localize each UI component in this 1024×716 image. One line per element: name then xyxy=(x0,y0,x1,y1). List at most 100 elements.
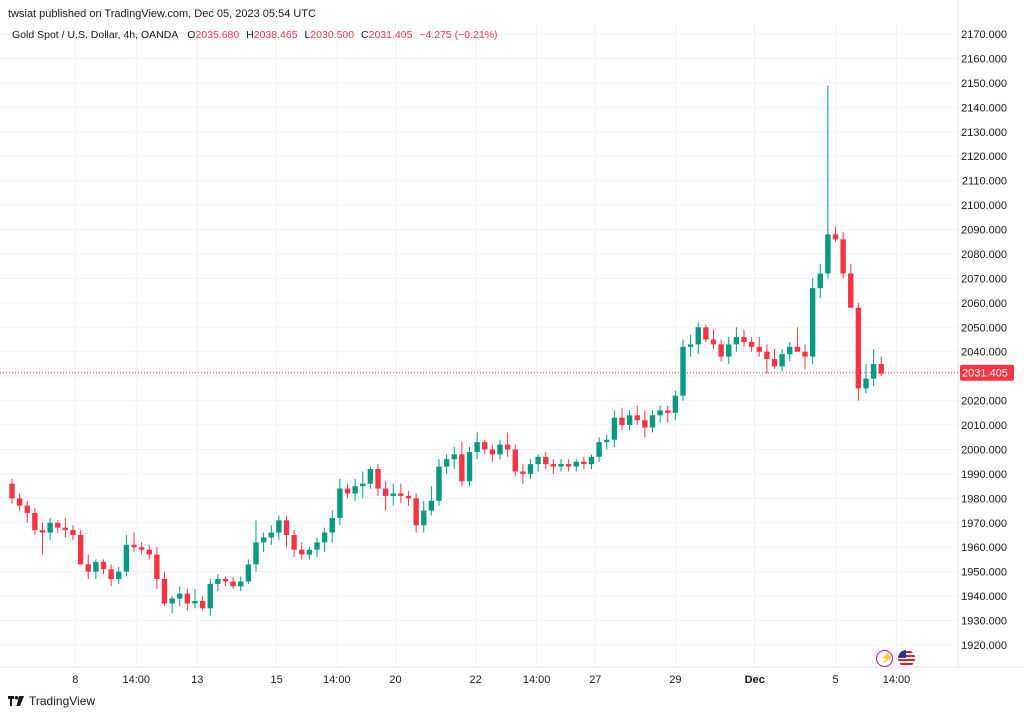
candle-body xyxy=(161,579,168,604)
candle-body xyxy=(360,483,366,487)
candle-body xyxy=(215,579,221,584)
candle-body xyxy=(794,346,801,352)
time-tick-label: Dec xyxy=(745,674,765,686)
candle-body xyxy=(657,410,663,416)
candle-body xyxy=(817,273,823,289)
candle-body xyxy=(474,442,480,452)
candle-body xyxy=(367,469,374,484)
price-tick-label: 1920.000 xyxy=(961,640,1007,652)
time-axis[interactable]: 8 14:00 13 15 14:00 20 22 14:00 27 29 Dec 5 14:00 xyxy=(72,674,910,686)
candle-body xyxy=(718,344,724,357)
candle-body xyxy=(207,583,213,609)
candle-body xyxy=(748,341,755,347)
candle-body xyxy=(733,337,740,345)
candle-body xyxy=(855,307,862,389)
candle-body xyxy=(291,535,297,550)
candle-body xyxy=(512,449,518,472)
candle-body xyxy=(55,522,61,528)
candle-body xyxy=(253,542,259,565)
candle-body xyxy=(306,549,313,555)
price-tick-label: 2020.000 xyxy=(961,396,1007,408)
price-tick-label: 2130.000 xyxy=(961,127,1007,139)
candle-body xyxy=(146,549,152,555)
candle-body xyxy=(489,449,496,455)
price-tick-label: 1980.000 xyxy=(961,493,1007,505)
footer-brand: TradingView xyxy=(29,694,96,708)
candle-body xyxy=(85,564,91,572)
us-flag-icon[interactable] xyxy=(898,650,915,667)
price-tick-label: 2090.000 xyxy=(961,225,1007,237)
candle-body xyxy=(863,378,869,389)
candle-body xyxy=(260,537,267,543)
candle-body xyxy=(32,513,38,531)
candle-body xyxy=(649,415,656,428)
candle-body xyxy=(764,351,770,360)
candle-body xyxy=(382,488,389,496)
candle-body xyxy=(848,273,854,308)
candle-body xyxy=(123,544,130,572)
last-price-badge xyxy=(960,364,1014,381)
time-tick-label: 8 xyxy=(72,674,78,686)
time-tick-label: 20 xyxy=(389,674,401,686)
candle-body xyxy=(428,500,435,511)
candle-body xyxy=(100,561,107,570)
price-tick-label: 1990.000 xyxy=(961,469,1007,481)
symbol-legend: Gold Spot / U.S. Dollar, 4h, OANDA O2035… xyxy=(12,29,502,41)
candle-body xyxy=(741,337,747,342)
candle-body xyxy=(870,363,877,379)
tradingview-logo-icon xyxy=(8,696,24,706)
candle-body xyxy=(222,579,229,582)
candle-body xyxy=(314,542,320,550)
tradingview-footer[interactable]: TradingView xyxy=(8,694,95,708)
candle-body xyxy=(642,420,648,428)
candle-body xyxy=(779,354,785,367)
candle-body xyxy=(443,459,450,467)
lightning-icon[interactable]: ⚡ xyxy=(876,650,894,667)
price-tick-label: 2070.000 xyxy=(961,273,1007,285)
candle-body xyxy=(703,327,709,340)
candle-body xyxy=(24,505,30,514)
price-tick-label: 1950.000 xyxy=(961,567,1007,579)
candle-body xyxy=(398,493,404,496)
candle-body xyxy=(634,415,640,421)
candle-body xyxy=(329,517,335,533)
price-axis[interactable]: 1920.000 1930.000 1940.000 1950.000 1960.000… xyxy=(960,29,1014,652)
candle-body xyxy=(421,510,427,526)
candle-body xyxy=(321,532,328,543)
candle-body xyxy=(299,549,305,555)
candle-body xyxy=(596,442,602,457)
high-value: 2038.465 xyxy=(253,29,298,41)
candle-body xyxy=(840,239,846,274)
candle-body xyxy=(375,469,381,489)
time-tick-label: 5 xyxy=(832,674,838,686)
price-tick-label: 2100.000 xyxy=(961,200,1007,212)
candle-body xyxy=(573,461,579,467)
price-tick-label: 2080.000 xyxy=(961,249,1007,261)
price-tick-label: 2050.000 xyxy=(961,322,1007,334)
candle-body xyxy=(527,464,534,474)
candle-body xyxy=(878,363,884,374)
last-price-label: 2031.405 xyxy=(962,368,1008,380)
candle-body xyxy=(558,464,564,467)
candle-body xyxy=(535,456,541,465)
candle-body xyxy=(138,547,145,550)
candle-body xyxy=(9,483,15,499)
price-tick-label: 1970.000 xyxy=(961,518,1007,530)
candle-body xyxy=(77,535,84,565)
price-tick-label: 1940.000 xyxy=(961,591,1007,603)
price-tick-label: 2160.000 xyxy=(961,53,1007,65)
candle-body xyxy=(626,415,633,426)
candle-body xyxy=(680,346,686,396)
candle-body xyxy=(726,344,732,357)
candle-body xyxy=(70,530,76,536)
candle-body xyxy=(588,456,595,465)
candle-body xyxy=(192,601,198,604)
candle-body xyxy=(565,464,572,467)
price-tick-label: 1930.000 xyxy=(961,616,1007,628)
price-tick-label: 2120.000 xyxy=(961,151,1007,163)
symbol-name[interactable]: Gold Spot / U.S. Dollar, 4h, OANDA xyxy=(12,29,179,41)
open-label: O xyxy=(187,29,196,41)
candle-body xyxy=(283,520,290,536)
price-tick-label: 2170.000 xyxy=(961,29,1007,41)
